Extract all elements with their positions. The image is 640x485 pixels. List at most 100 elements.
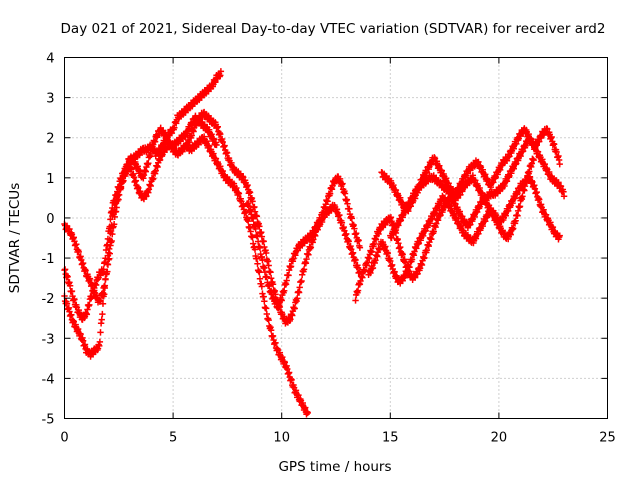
data-point xyxy=(213,141,220,149)
data-point xyxy=(108,222,115,229)
x-tick-label: 15 xyxy=(382,431,399,446)
data-point xyxy=(291,305,298,312)
data-point xyxy=(253,213,261,220)
x-axis-label: GPS time / hours xyxy=(278,459,391,475)
data-point xyxy=(294,295,301,302)
y-tick-label: 2 xyxy=(46,132,54,147)
data-point xyxy=(260,238,267,245)
data-point xyxy=(97,329,104,336)
data-point xyxy=(147,149,154,157)
data-point xyxy=(519,193,526,200)
data-point xyxy=(346,205,353,212)
data-point xyxy=(249,198,256,205)
data-point xyxy=(258,283,266,290)
data-point xyxy=(254,232,261,240)
data-point xyxy=(278,297,285,304)
data-point xyxy=(101,284,109,292)
data-point xyxy=(351,225,358,232)
data-point xyxy=(86,301,93,309)
data-point xyxy=(104,241,111,248)
y-tick-label: 0 xyxy=(46,212,54,227)
y-axis-label: SDTVAR / TECUs xyxy=(7,183,23,293)
data-point xyxy=(110,206,118,214)
data-point xyxy=(106,236,114,244)
data-point xyxy=(98,316,105,323)
data-point xyxy=(265,316,272,324)
data-point xyxy=(262,305,270,312)
data-point xyxy=(244,217,252,225)
plot-frame xyxy=(64,57,608,419)
y-tick-label: -3 xyxy=(42,332,55,347)
series-track-c xyxy=(61,124,311,418)
y-tick-label: -5 xyxy=(42,413,55,428)
x-tick-label: 0 xyxy=(60,431,68,446)
data-point xyxy=(66,282,74,289)
data-point xyxy=(96,338,104,346)
data-point xyxy=(256,269,263,276)
y-tick-label: 1 xyxy=(46,172,54,187)
data-point xyxy=(265,262,272,269)
data-point xyxy=(352,297,359,304)
axis-ticks: 0 5 10 15 20 25 -5 -4 -3 -2 -1 0 1 2 3 4 xyxy=(42,52,616,446)
data-point xyxy=(536,196,543,203)
data-point xyxy=(107,227,115,235)
data-point xyxy=(254,260,261,268)
data-point xyxy=(251,246,259,253)
chart-title: Day 021 of 2021, Sidereal Day-to-day VTE… xyxy=(61,21,606,37)
data-point xyxy=(304,409,311,417)
data-point xyxy=(267,269,274,276)
data-point xyxy=(348,215,356,222)
data-point xyxy=(112,199,120,207)
data-point xyxy=(259,256,266,264)
data-point xyxy=(345,238,352,245)
data-point xyxy=(300,266,308,273)
y-tick-label: -2 xyxy=(42,292,55,307)
data-point xyxy=(296,284,303,291)
data-point xyxy=(339,180,346,187)
data-point xyxy=(117,183,125,190)
data-point xyxy=(99,300,107,307)
data-point xyxy=(354,287,362,294)
data-point xyxy=(341,190,349,197)
data-point xyxy=(261,298,268,305)
data-point xyxy=(107,216,114,223)
data-point xyxy=(356,244,364,251)
x-tick-label: 5 xyxy=(169,431,177,446)
data-point xyxy=(104,260,111,268)
data-point xyxy=(217,68,225,75)
data-point xyxy=(307,244,315,251)
y-tick-label: -4 xyxy=(42,372,55,387)
data-point xyxy=(145,160,152,167)
data-point xyxy=(256,244,264,252)
data-point xyxy=(262,249,270,257)
data-point xyxy=(103,268,110,276)
grid xyxy=(64,57,608,419)
series-track-h xyxy=(378,125,563,215)
data-point xyxy=(252,225,259,233)
data-point xyxy=(101,291,108,298)
data-point xyxy=(105,245,113,253)
series-track-e xyxy=(243,173,364,311)
x-tick-label: 10 xyxy=(273,431,290,446)
data-point xyxy=(523,178,531,185)
y-tick-label: -1 xyxy=(42,252,55,267)
x-tick-label: 25 xyxy=(599,431,616,446)
data-point xyxy=(516,203,524,210)
series-track-d xyxy=(182,108,364,327)
series-track-i xyxy=(387,155,537,243)
data-point xyxy=(280,287,288,294)
y-tick-label: 4 xyxy=(46,52,54,67)
data-points xyxy=(61,68,568,418)
data-point xyxy=(249,215,257,222)
data-point xyxy=(249,234,256,241)
y-tick-label: 3 xyxy=(46,92,54,107)
data-point xyxy=(298,277,305,285)
data-point xyxy=(560,192,568,200)
data-point xyxy=(556,232,563,239)
data-point xyxy=(530,156,537,164)
data-point xyxy=(99,310,106,318)
data-point xyxy=(263,273,271,281)
data-point xyxy=(267,326,275,334)
